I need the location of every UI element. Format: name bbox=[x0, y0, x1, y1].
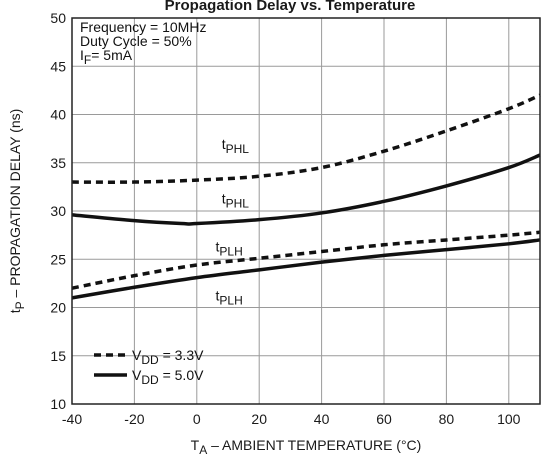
x-tick-label: 80 bbox=[439, 411, 455, 427]
y-tick-label: 15 bbox=[50, 348, 66, 364]
x-tick-label: 100 bbox=[497, 411, 521, 427]
chart-title: Propagation Delay vs. Temperature bbox=[165, 0, 416, 14]
curve-label: tPLH bbox=[216, 239, 243, 259]
y-tick-label: 30 bbox=[50, 203, 66, 219]
legend-entry-label: VDD = 3.3V bbox=[132, 347, 204, 367]
x-tick-label: 20 bbox=[251, 411, 267, 427]
y-tick-label: 35 bbox=[50, 155, 66, 171]
x-axis-title: TA – AMBIENT TEMPERATURE (°C) bbox=[191, 437, 422, 456]
x-tick-label: 40 bbox=[314, 411, 330, 427]
x-tick-label: 0 bbox=[193, 411, 201, 427]
y-tick-label: 10 bbox=[50, 396, 66, 412]
curve-labels: tPHL tPHL tPLH tPLH bbox=[216, 136, 250, 308]
condition-line: IF= 5mA bbox=[80, 47, 133, 67]
series-line-tplh-50v bbox=[71, 238, 541, 300]
y-axis-title: tP – PROPAGATION DELAY (ns) bbox=[7, 109, 27, 314]
condition-line: Duty Cycle = 50% bbox=[80, 33, 192, 49]
curve-label: tPHL bbox=[222, 190, 250, 210]
x-tick-label: -20 bbox=[124, 411, 144, 427]
y-tick-label: 25 bbox=[50, 251, 66, 267]
y-tick-label: 20 bbox=[50, 300, 66, 316]
grid-lines bbox=[71, 17, 540, 405]
x-tick-label: 60 bbox=[376, 411, 392, 427]
x-tick-label: -40 bbox=[62, 411, 82, 427]
curve-label: tPLH bbox=[216, 288, 243, 308]
curve-label: tPHL bbox=[222, 136, 250, 156]
series-layer bbox=[71, 93, 541, 300]
legend-entry-label: VDD = 5.0V bbox=[132, 367, 204, 387]
y-tick-label: 45 bbox=[50, 58, 66, 74]
series-line-tphl-50v bbox=[71, 153, 541, 226]
series-line-tphl-33v bbox=[71, 93, 541, 184]
y-tick-label: 40 bbox=[50, 107, 66, 123]
plot-frame bbox=[71, 17, 541, 405]
tick-labels: -40 -20 0 20 40 60 80 100 10 15 20 25 30 35 40 45 50 bbox=[50, 10, 520, 427]
axis-titles: TA – AMBIENT TEMPERATURE (°C) tP – PROPAG… bbox=[7, 109, 421, 456]
condition-line: Frequency = 10MHz bbox=[80, 19, 206, 35]
y-tick-label: 50 bbox=[50, 10, 66, 26]
series-line-tplh-33v bbox=[71, 230, 541, 290]
